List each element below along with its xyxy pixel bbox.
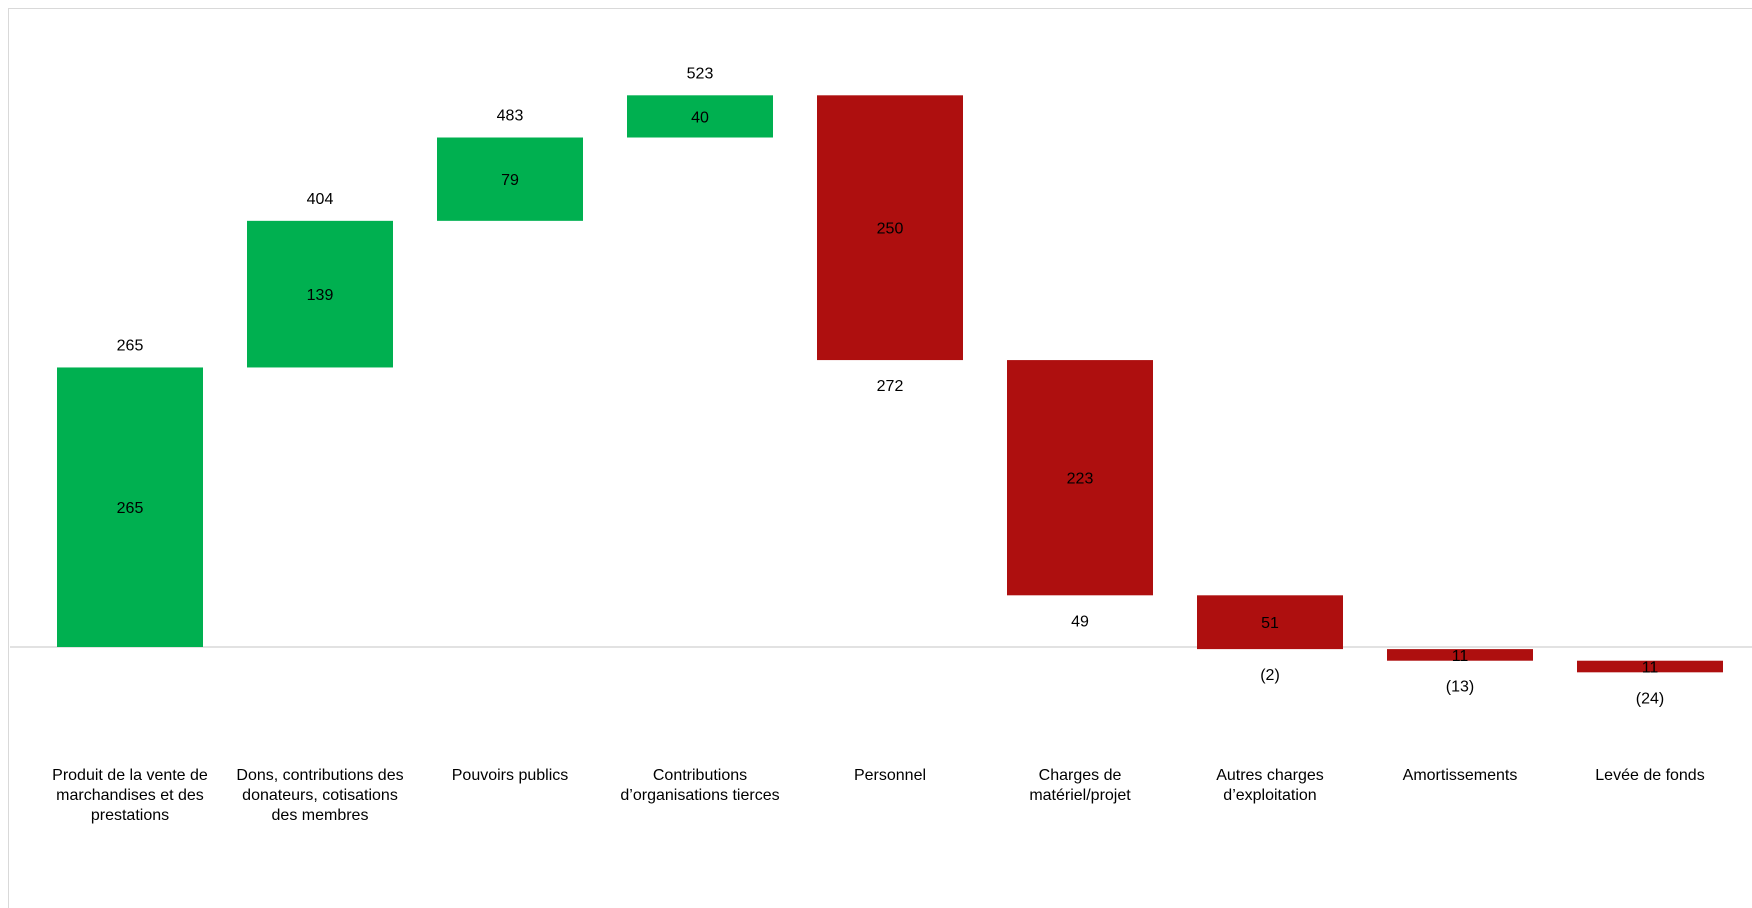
- chart-frame: [8, 8, 1752, 908]
- cumulative-label: 49: [1071, 613, 1089, 630]
- category-label: Contributions d’organisations tierces: [620, 767, 780, 804]
- bar-1: [247, 220, 393, 368]
- category-label: Amortissements: [1402, 767, 1518, 784]
- bar-8: [1577, 660, 1723, 673]
- category-label: Charges de matériel/projet: [1029, 767, 1131, 804]
- bar-0: [57, 367, 203, 647]
- category-label: Produit de la vente de marchandises et d…: [52, 767, 208, 824]
- bar-value-label: 11: [1452, 648, 1469, 665]
- category-label: Dons, contributions des donateurs, cotis…: [236, 767, 404, 824]
- bar-value-label: 139: [307, 287, 334, 304]
- bar-2: [437, 137, 583, 221]
- bar-value-label: 51: [1261, 615, 1279, 632]
- bar-value-label: 11: [1642, 660, 1659, 677]
- bar-7: [1387, 649, 1533, 661]
- category-label: Levée de fonds: [1595, 767, 1705, 784]
- cumulative-label: 265: [117, 337, 144, 354]
- cumulative-label: (24): [1636, 690, 1664, 707]
- bar-value-label: 40: [691, 109, 709, 126]
- bar-value-label: 79: [501, 172, 519, 189]
- cumulative-label: 272: [877, 378, 904, 395]
- bar-value-label: 265: [117, 500, 144, 517]
- category-label: Pouvoirs publics: [451, 767, 569, 784]
- category-label: Autres charges d’exploitation: [1216, 767, 1324, 804]
- cumulative-label: (2): [1260, 667, 1280, 684]
- cumulative-label: (13): [1446, 679, 1474, 696]
- bar-4: [817, 95, 963, 361]
- cumulative-label: 404: [307, 191, 334, 208]
- waterfall-chart: 265 265 139 404 79 483 40 523 250 272 223 49 51 (2) 11…: [10, 65, 1752, 707]
- cumulative-label: 523: [687, 65, 714, 82]
- bar-value-label: 250: [877, 221, 904, 238]
- bar-6: [1197, 595, 1343, 650]
- bar-5: [1007, 360, 1153, 596]
- bar-3: [627, 95, 773, 138]
- bar-value-label: 223: [1067, 471, 1094, 488]
- cumulative-label: 483: [497, 108, 524, 125]
- category-label: Personnel: [853, 767, 927, 784]
